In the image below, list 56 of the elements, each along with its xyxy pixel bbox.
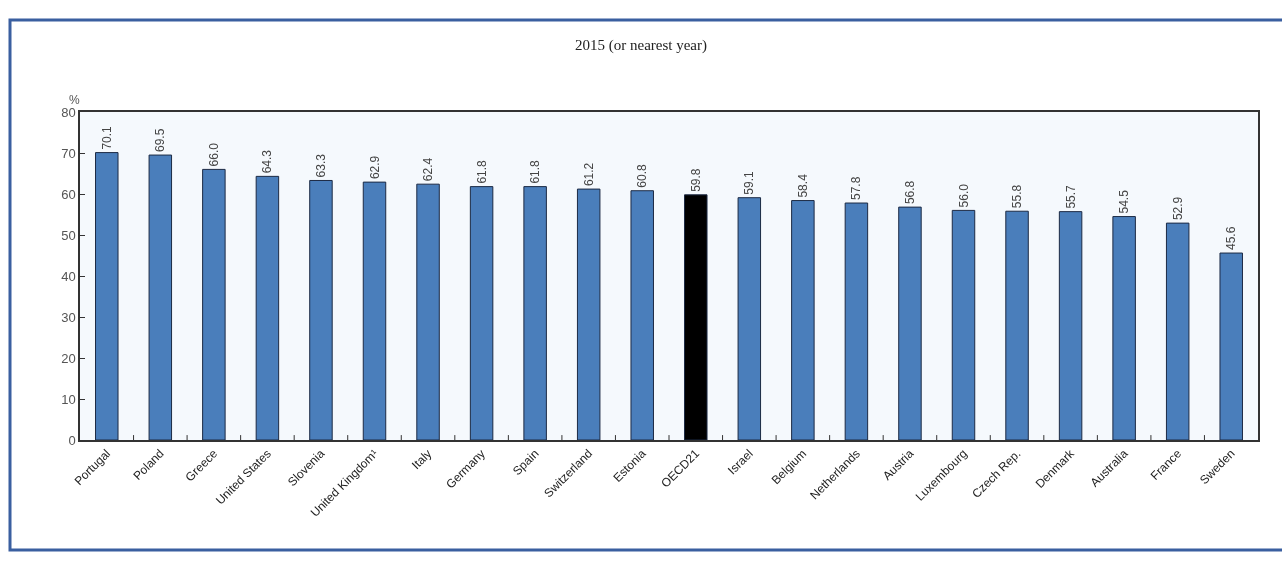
data-label: 66.0 bbox=[206, 142, 221, 167]
y-tick-label: 60 bbox=[61, 186, 76, 202]
data-label: 54.5 bbox=[1117, 189, 1132, 214]
bar bbox=[1219, 252, 1243, 440]
data-label: 61.8 bbox=[528, 159, 543, 184]
bar bbox=[951, 209, 976, 440]
bar bbox=[791, 200, 815, 440]
data-label: 57.8 bbox=[849, 176, 864, 201]
bar bbox=[630, 190, 654, 440]
y-tick-label: 80 bbox=[61, 104, 76, 120]
bar bbox=[898, 206, 922, 440]
y-axis-title: % bbox=[69, 93, 80, 107]
bar bbox=[416, 183, 440, 440]
data-label: 45.6 bbox=[1224, 226, 1239, 251]
data-label: 62.4 bbox=[421, 157, 436, 182]
bar bbox=[202, 168, 226, 440]
bar bbox=[148, 154, 173, 440]
bar bbox=[1005, 210, 1029, 440]
bar bbox=[1058, 211, 1083, 440]
data-label: 52.9 bbox=[1170, 196, 1185, 221]
y-tick-label: 50 bbox=[61, 227, 76, 243]
data-label: 56.8 bbox=[902, 180, 917, 205]
data-label: 60.8 bbox=[635, 164, 650, 188]
bar bbox=[362, 181, 387, 440]
y-tick-label: 10 bbox=[61, 391, 76, 407]
data-label: 62.9 bbox=[367, 155, 382, 180]
data-label: 59.8 bbox=[688, 168, 703, 192]
bar bbox=[737, 197, 762, 440]
data-label: 58.4 bbox=[795, 173, 810, 198]
bar bbox=[469, 186, 494, 440]
data-label: 70.1 bbox=[99, 125, 114, 150]
y-tick-label: 70 bbox=[61, 145, 76, 161]
y-tick-label: 30 bbox=[61, 309, 76, 325]
bar bbox=[255, 175, 280, 440]
data-label: 61.2 bbox=[581, 162, 596, 187]
chart-title: 2015 (or nearest year) bbox=[574, 37, 708, 55]
bar bbox=[95, 152, 119, 440]
data-label: 64.3 bbox=[260, 149, 275, 174]
y-tick-label: 0 bbox=[68, 432, 76, 448]
data-label: 61.8 bbox=[474, 159, 489, 184]
y-tick-label: 20 bbox=[61, 350, 76, 366]
data-label: 69.5 bbox=[153, 128, 168, 153]
bar bbox=[576, 188, 601, 440]
x-tick-label: Italy bbox=[408, 446, 435, 473]
data-label: 56.0 bbox=[956, 183, 971, 208]
y-tick-label: 40 bbox=[61, 268, 76, 284]
bar bbox=[309, 179, 333, 440]
bar bbox=[684, 194, 708, 440]
data-label: 63.3 bbox=[313, 153, 328, 178]
data-label: 55.8 bbox=[1010, 184, 1025, 209]
data-label: 59.1 bbox=[742, 171, 757, 195]
bar bbox=[1165, 222, 1190, 440]
bar bbox=[523, 186, 547, 440]
bar bbox=[1112, 216, 1136, 440]
bar bbox=[844, 202, 869, 440]
data-label: 55.7 bbox=[1063, 184, 1078, 209]
